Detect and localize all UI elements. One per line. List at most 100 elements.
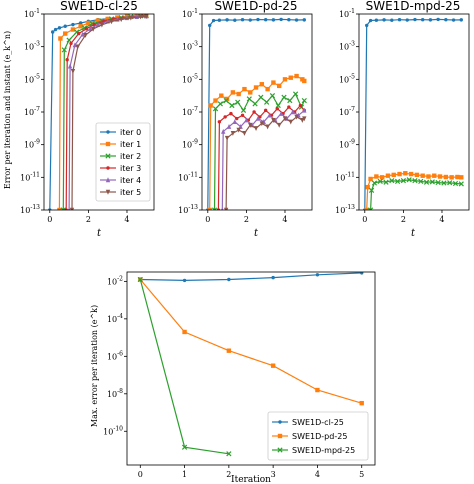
chart-pd-point-1-2: [213, 98, 218, 103]
chart-pd-point-5-2: [230, 131, 236, 136]
chart-mpd-point-0-10: [428, 18, 433, 22]
chart-cl-legend-marker-4: [105, 177, 111, 183]
chart-mpd-point-0-6: [397, 18, 402, 22]
chart-pd-point-0-13: [294, 18, 299, 22]
chart-mpd-point-2-3: [377, 178, 383, 185]
chart-max-point-0-4: [315, 273, 320, 277]
chart-pd-point-4-9: [267, 112, 272, 118]
chart-mpd-point-2-0: [367, 207, 374, 210]
chart-pd-point-1-8: [248, 90, 253, 95]
chart-mpd-point-1-9: [408, 171, 414, 177]
chart-mpd-point-0-12: [444, 18, 448, 22]
chart-pd: SWE1D-pd-25 t: [214, 0, 297, 239]
chart-mpd-point-2-12: [429, 179, 435, 185]
chart-pd-y-tick-label: 10-1: [182, 8, 198, 19]
chart-pd-point-4-13: [290, 109, 295, 115]
chart-pd-point-0-14: [302, 18, 306, 22]
chart-cl-ylabel: Error per iteration and instant (e_k^n): [3, 31, 12, 189]
chart-cl-y-tick-label: 10-3: [24, 41, 40, 52]
chart-mpd-y-tick-label: 10-9: [339, 139, 355, 150]
chart-mpd-point-1-17: [455, 174, 460, 180]
chart-pd-point-1-11: [265, 86, 270, 92]
chart-mpd-y-tick-label: 10-13: [335, 204, 355, 215]
chart-pd-point-2-14: [287, 97, 293, 104]
chart-max-legend-marker-1: [277, 433, 283, 439]
chart-max-x-tick-label: 4: [315, 470, 320, 479]
chart-pd-point-2-0: [211, 207, 218, 210]
chart-pd-series-line-4: [221, 109, 305, 210]
chart-pd-y-tick-label: 10-9: [182, 139, 198, 150]
chart-pd-point-2-5: [235, 99, 241, 105]
chart-pd-point-3-15: [298, 103, 303, 108]
chart-max-point-0-5: [360, 272, 364, 275]
chart-cl-point-5-4: [91, 26, 96, 32]
chart-mpd-point-2-1: [368, 187, 375, 194]
chart-mpd-point-2-8: [406, 177, 412, 183]
chart-mpd-point-0-14: [459, 18, 463, 22]
chart-pd-point-2-7: [246, 96, 252, 102]
chart-cl-point-5-1: [70, 68, 76, 74]
chart-pd-point-5-1: [224, 135, 230, 141]
chart-mpd-point-1-11: [420, 173, 425, 178]
chart-mpd-y-tick-label: 10-5: [339, 73, 355, 84]
chart-cl-legend-marker-5: [105, 189, 111, 195]
chart-mpd-point-1-3: [374, 174, 379, 179]
chart-mpd-point-2-14: [441, 180, 447, 186]
chart-mpd-point-0-2: [368, 18, 373, 23]
chart-cl-point-5-8: [128, 15, 134, 21]
chart-pd-point-5-15: [302, 116, 307, 122]
chart-cl-point-0-5: [71, 22, 75, 27]
chart-mpd-point-2-13: [435, 179, 441, 186]
chart-pd-point-2-15: [292, 91, 299, 97]
chart-pd-y-tick-label: 10-5: [182, 73, 198, 84]
chart-cl-legend-label-1: iter 1: [120, 140, 141, 149]
chart-max-point-2-2: [226, 451, 232, 457]
chart-cl-legend-label-4: iter 4: [120, 176, 141, 185]
chart-pd-point-3-5: [240, 113, 245, 117]
chart-mpd-x-tick-label: 0: [362, 215, 367, 224]
chart-mpd-point-1-14: [437, 174, 443, 179]
chart-pd-point-4-3: [232, 119, 238, 124]
chart-pd-point-5-10: [276, 122, 282, 128]
chart-max-y-tick-label: 10-8: [107, 388, 123, 399]
chart-mpd-point-0-9: [420, 18, 425, 22]
chart-cl-point-2-2: [66, 37, 72, 43]
chart-pd-point-4-0: [221, 207, 224, 210]
chart-cl-y-tick-label: 10-13: [20, 204, 40, 215]
chart-mpd-point-2-17: [458, 181, 464, 187]
chart-pd-point-0-9: [263, 18, 268, 22]
chart-max-legend-box: [267, 411, 369, 461]
chart-cl-point-0-2: [53, 27, 58, 32]
chart-cl-point-3-5: [92, 22, 96, 27]
chart-max-series-group: [137, 272, 364, 457]
chart-pd-point-5-13: [294, 114, 299, 120]
chart-cl-point-1-4: [78, 24, 83, 29]
chart-cl-point-0-0: [48, 208, 52, 210]
chart-cl-y-tick-label: 10-7: [24, 106, 40, 117]
chart-pd-point-0-10: [271, 18, 276, 22]
chart-pd-point-5-0: [223, 207, 229, 210]
chart-cl-point-2-1: [61, 47, 67, 53]
chart-cl-legend-marker-0: [106, 130, 110, 134]
chart-cl-point-3-2: [69, 41, 73, 46]
chart-mpd-point-2-4: [383, 179, 389, 185]
chart-mpd-series-group: [363, 17, 464, 210]
chart-mpd-point-1-10: [414, 172, 420, 178]
chart-pd-point-3-9: [263, 108, 268, 113]
chart-cl-point-3-3: [77, 31, 81, 36]
chart-max-ylabel: Max. error per iteration (e^k): [90, 305, 99, 427]
chart-mpd-point-0-11: [436, 17, 440, 22]
chart-pd-point-2-6: [240, 107, 247, 113]
chart-pd-point-1-0: [207, 207, 212, 210]
chart-pd-plot: 0 2 4 10-13 10-11 10-9 10-7 10-5 10-3 10-1: [178, 8, 313, 224]
chart-cl: SWE1D-cl-25 t Error per iteration and in…: [3, 0, 138, 239]
chart-mpd-point-2-2: [371, 180, 378, 186]
chart-mpd-point-0-5: [390, 18, 394, 22]
chart-pd-point-4-15: [302, 107, 307, 113]
chart-mpd-point-1-13: [432, 173, 437, 178]
chart-cl-y-tick-label: 10-5: [24, 73, 40, 84]
chart-max-legend-label-2: SWE1D-mpd-25: [292, 446, 355, 455]
chart-mpd-point-2-5: [389, 177, 395, 184]
chart-pd-point-4-1: [221, 128, 226, 134]
